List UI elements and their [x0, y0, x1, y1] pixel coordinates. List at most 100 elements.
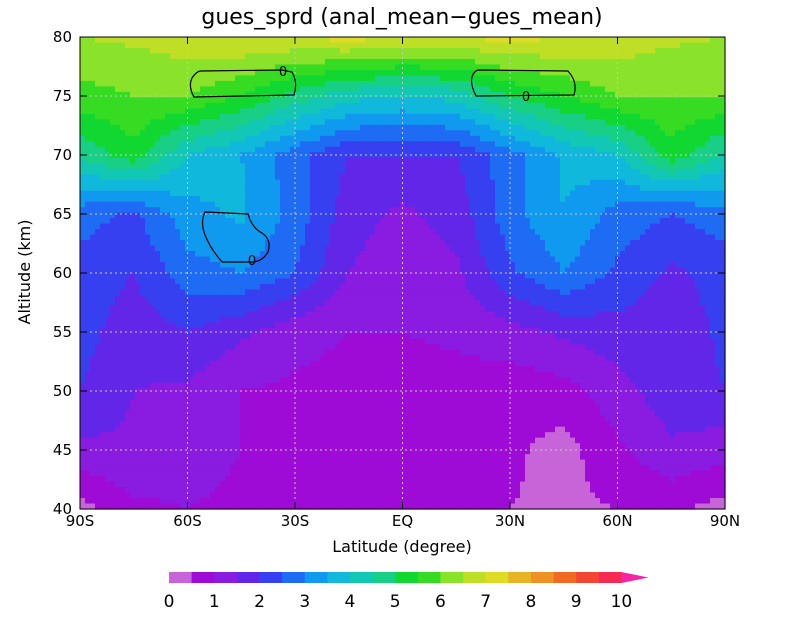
heatmap-cell: [200, 80, 206, 87]
heatmap-cell: [485, 37, 491, 44]
heatmap-cell: [85, 102, 91, 109]
heatmap-cell: [260, 108, 266, 115]
heatmap-cell: [385, 86, 391, 93]
heatmap-cell: [250, 42, 256, 49]
heatmap-cell: [645, 218, 651, 225]
heatmap-cell: [95, 218, 101, 225]
heatmap-cell: [580, 234, 586, 241]
heatmap-cell: [100, 223, 106, 230]
heatmap-cell: [125, 174, 131, 181]
heatmap-cell: [530, 58, 536, 66]
heatmap-cell: [280, 69, 286, 77]
heatmap-cell: [330, 218, 336, 225]
heatmap-cell: [480, 163, 486, 170]
heatmap-cell: [265, 113, 271, 120]
heatmap-cell: [600, 91, 606, 98]
heatmap-cell: [180, 190, 186, 197]
heatmap-cell: [330, 185, 336, 192]
heatmap-cell: [575, 80, 581, 87]
heatmap-cell: [225, 130, 231, 137]
heatmap-cell: [490, 152, 496, 159]
heatmap-cell: [280, 119, 286, 126]
heatmap-cell: [335, 190, 341, 197]
heatmap-cell: [670, 75, 676, 82]
heatmap-cell: [235, 179, 241, 186]
heatmap-cell: [695, 42, 701, 49]
heatmap-cell: [275, 179, 281, 186]
heatmap-cell: [230, 207, 236, 214]
heatmap-cell: [205, 42, 211, 49]
heatmap-cell: [630, 163, 636, 170]
heatmap-cell: [405, 245, 411, 252]
heatmap-cell: [410, 234, 416, 241]
heatmap-cell: [350, 234, 356, 241]
heatmap-cell: [485, 179, 491, 186]
heatmap-cell: [685, 212, 691, 219]
heatmap-cell: [160, 218, 166, 225]
heatmap-cell: [285, 64, 291, 71]
heatmap-cell: [175, 201, 181, 208]
heatmap-cell: [535, 190, 541, 197]
heatmap-cell: [120, 196, 126, 203]
heatmap-cell: [540, 53, 546, 60]
heatmap-cell: [500, 47, 506, 55]
heatmap-cell: [565, 124, 571, 131]
heatmap-cell: [685, 108, 691, 115]
heatmap-cell: [400, 91, 406, 98]
heatmap-cell: [650, 223, 656, 230]
heatmap-cell: [630, 58, 636, 66]
heatmap-cell: [345, 185, 351, 192]
heatmap-cell: [280, 234, 286, 241]
heatmap-cell: [90, 86, 96, 93]
heatmap-cell: [340, 75, 346, 82]
heatmap-cell: [235, 168, 241, 175]
heatmap-cell: [500, 97, 506, 104]
heatmap-cell: [285, 218, 291, 225]
heatmap-cell: [565, 163, 571, 170]
heatmap-cell: [140, 47, 146, 55]
heatmap-cell: [565, 201, 571, 208]
heatmap-cell: [355, 69, 361, 77]
heatmap-cell: [135, 223, 141, 230]
heatmap-cell: [430, 163, 436, 170]
heatmap-cell: [80, 69, 86, 77]
heatmap-cell: [305, 157, 311, 164]
heatmap-cell: [280, 86, 286, 93]
heatmap-cell: [215, 80, 221, 87]
heatmap-cell: [315, 102, 321, 109]
heatmap-cell: [550, 53, 556, 60]
heatmap-cell: [515, 80, 521, 87]
heatmap-cell: [680, 212, 686, 219]
heatmap-cell: [110, 58, 116, 66]
heatmap-cell: [455, 168, 461, 175]
heatmap-cell: [325, 168, 331, 175]
heatmap-cell: [95, 168, 101, 175]
heatmap-cell: [175, 124, 181, 131]
heatmap-cell: [645, 185, 651, 192]
heatmap-cell: [605, 207, 611, 214]
heatmap-cell: [260, 75, 266, 82]
heatmap-cell: [345, 53, 351, 60]
heatmap-cell: [125, 113, 131, 120]
heatmap-cell: [665, 58, 671, 66]
heatmap-cell: [160, 37, 166, 44]
heatmap-cell: [265, 75, 271, 82]
heatmap-cell: [105, 124, 111, 131]
heatmap-cell: [320, 75, 326, 82]
heatmap-cell: [695, 64, 701, 71]
heatmap-cell: [405, 97, 411, 104]
heatmap-cell: [100, 124, 106, 131]
heatmap-cell: [710, 124, 716, 131]
heatmap-cell: [365, 86, 371, 93]
heatmap-cell: [500, 245, 506, 252]
heatmap-cell: [125, 86, 131, 93]
heatmap-cell: [260, 207, 266, 214]
heatmap-cell: [600, 53, 606, 60]
heatmap-cell: [515, 135, 521, 142]
heatmap-cell: [510, 185, 516, 192]
heatmap-cell: [490, 37, 496, 44]
heatmap-cell: [160, 53, 166, 60]
heatmap-cell: [460, 245, 466, 252]
heatmap-cell: [295, 201, 301, 208]
heatmap-cell: [635, 135, 641, 142]
